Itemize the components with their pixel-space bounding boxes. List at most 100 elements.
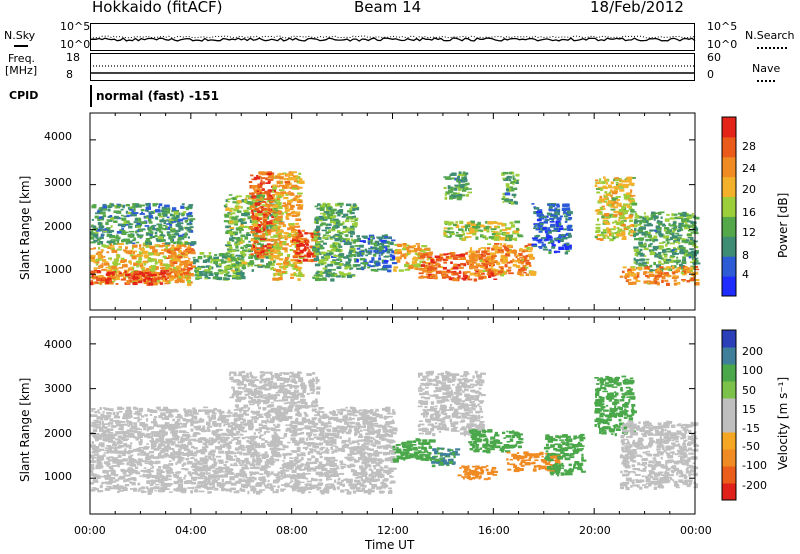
power-cell bbox=[292, 255, 299, 259]
power-cell bbox=[631, 202, 638, 206]
power-cell bbox=[245, 234, 251, 236]
power-cell bbox=[160, 209, 167, 213]
power-cell bbox=[235, 227, 240, 231]
power-cell bbox=[244, 236, 249, 240]
velocity-cell bbox=[314, 466, 321, 470]
power-cell bbox=[297, 229, 301, 233]
power-cell bbox=[503, 177, 509, 181]
power-cell bbox=[680, 271, 685, 274]
power-cell bbox=[188, 204, 194, 207]
power-cell bbox=[145, 268, 152, 271]
power-cell bbox=[350, 275, 356, 277]
power-cell bbox=[293, 250, 296, 253]
power-cell bbox=[336, 230, 341, 233]
velocity-cell bbox=[178, 483, 183, 487]
velocity-cell bbox=[356, 483, 361, 485]
power-cell bbox=[154, 216, 158, 220]
power-cell bbox=[377, 244, 379, 246]
power-cell bbox=[596, 209, 601, 213]
power-cell bbox=[258, 171, 264, 175]
power-cell bbox=[603, 221, 609, 224]
power-cell bbox=[426, 258, 429, 261]
power-cell bbox=[639, 248, 643, 252]
power-cell bbox=[441, 270, 448, 274]
power-cell bbox=[257, 266, 264, 268]
power-cell bbox=[630, 273, 637, 277]
power-cell bbox=[370, 236, 374, 239]
power-cell bbox=[313, 230, 317, 233]
power-cell bbox=[351, 238, 354, 242]
power-cell bbox=[683, 253, 688, 256]
power-cell bbox=[282, 271, 286, 273]
velocity-cell bbox=[302, 477, 307, 480]
power-cell bbox=[277, 262, 282, 266]
power-cell bbox=[254, 264, 260, 267]
power-cell bbox=[143, 280, 150, 285]
velocity-cell bbox=[350, 458, 357, 461]
power-cell bbox=[367, 242, 371, 245]
power-cell bbox=[259, 238, 266, 241]
power-cell bbox=[359, 257, 366, 261]
power-cell bbox=[681, 218, 685, 223]
power-cell bbox=[631, 266, 636, 268]
power-cell bbox=[506, 250, 512, 254]
velocity-cell bbox=[119, 475, 124, 480]
power-cell bbox=[298, 195, 302, 197]
power-cell bbox=[504, 264, 508, 268]
power-cell bbox=[96, 258, 101, 261]
power-cell bbox=[113, 220, 118, 223]
power-cell bbox=[674, 270, 681, 273]
power-cell bbox=[219, 272, 224, 275]
power-cell bbox=[629, 205, 632, 209]
power-cell bbox=[603, 194, 606, 197]
power-cell bbox=[659, 211, 665, 214]
power-cell bbox=[271, 222, 276, 226]
power-cell bbox=[273, 220, 278, 223]
power-cell bbox=[419, 260, 426, 263]
power-cell bbox=[93, 267, 98, 270]
power-cell bbox=[660, 257, 664, 260]
power-cell bbox=[320, 244, 323, 248]
power-cell bbox=[321, 256, 325, 259]
power-cell bbox=[97, 218, 101, 221]
power-cell bbox=[463, 263, 467, 267]
power-cell bbox=[351, 216, 355, 220]
power-cell bbox=[529, 270, 535, 274]
power-cell bbox=[534, 224, 538, 227]
power-cell bbox=[690, 261, 694, 264]
power-cell bbox=[293, 264, 297, 268]
power-cell bbox=[612, 201, 619, 204]
velocity-cell bbox=[339, 472, 345, 475]
power-cell bbox=[636, 220, 640, 223]
power-cell bbox=[439, 253, 443, 257]
power-cell bbox=[452, 266, 459, 270]
power-cell bbox=[673, 248, 677, 251]
power-cell bbox=[121, 217, 127, 221]
power-cell bbox=[264, 209, 268, 213]
power-cell bbox=[536, 211, 542, 213]
power-cell bbox=[144, 256, 148, 259]
power-cell bbox=[97, 275, 103, 279]
power-cell bbox=[170, 240, 174, 244]
velocity-cell bbox=[238, 462, 242, 464]
velocity-cell bbox=[327, 459, 331, 463]
power-cell bbox=[229, 227, 235, 229]
power-cell bbox=[549, 221, 555, 223]
power-cell bbox=[157, 212, 162, 216]
power-cell bbox=[512, 263, 517, 267]
power-cell bbox=[422, 261, 426, 264]
power-cell bbox=[656, 270, 663, 273]
velocity-cell bbox=[185, 480, 192, 483]
power-cell bbox=[629, 182, 635, 186]
power-cell bbox=[229, 232, 235, 236]
velocity-cell bbox=[172, 457, 176, 461]
power-cell bbox=[282, 172, 287, 175]
power-cell bbox=[291, 243, 297, 246]
power-cell bbox=[506, 261, 511, 264]
power-cell bbox=[434, 255, 441, 258]
power-cell bbox=[676, 262, 679, 265]
power-cell bbox=[327, 271, 331, 274]
power-cell bbox=[508, 244, 513, 247]
power-cell bbox=[323, 242, 327, 245]
power-cell bbox=[306, 246, 309, 249]
